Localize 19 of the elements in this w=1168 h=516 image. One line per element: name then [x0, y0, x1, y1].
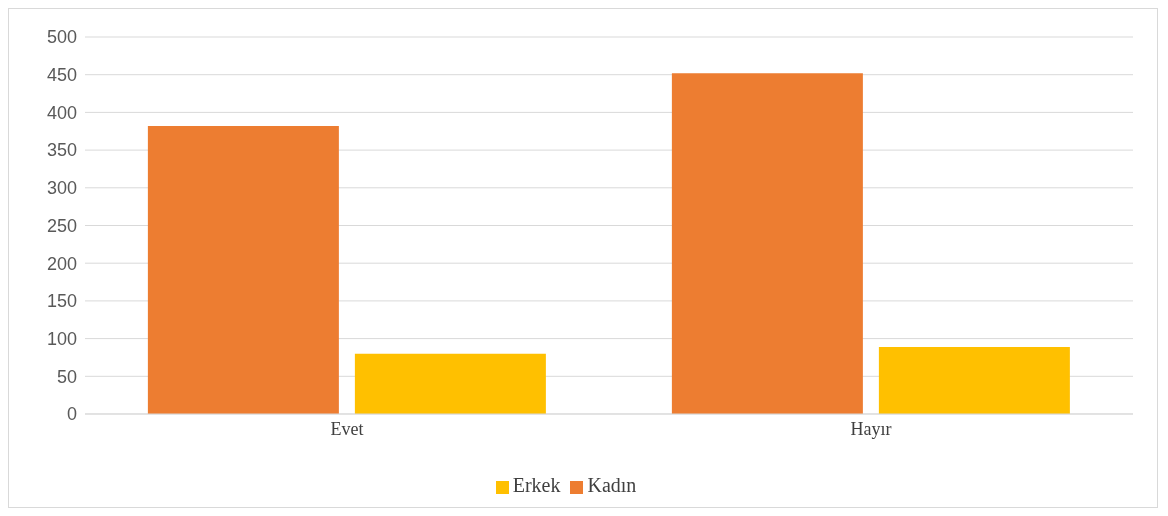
bar [354, 353, 546, 414]
bar [878, 346, 1070, 414]
y-tick-label: 0 [66, 404, 77, 425]
x-tick-label: Evet [330, 418, 364, 439]
y-tick-label: 50 [56, 366, 77, 387]
y-tick-label: 200 [46, 253, 77, 274]
y-tick-label: 350 [46, 140, 77, 161]
y-tick-label: 500 [46, 27, 77, 48]
legend-label: Erkek [512, 474, 561, 496]
y-tick-label: 300 [46, 178, 77, 199]
x-tick-label: Hayır [850, 418, 892, 439]
legend-label: Kadın [587, 474, 637, 496]
bar [147, 125, 339, 414]
y-tick-label: 250 [46, 215, 77, 236]
bar [671, 73, 863, 414]
y-tick-label: 100 [46, 328, 77, 349]
y-tick-label: 400 [46, 102, 77, 123]
y-tick-label: 450 [46, 65, 77, 86]
y-tick-label: 150 [46, 291, 77, 312]
